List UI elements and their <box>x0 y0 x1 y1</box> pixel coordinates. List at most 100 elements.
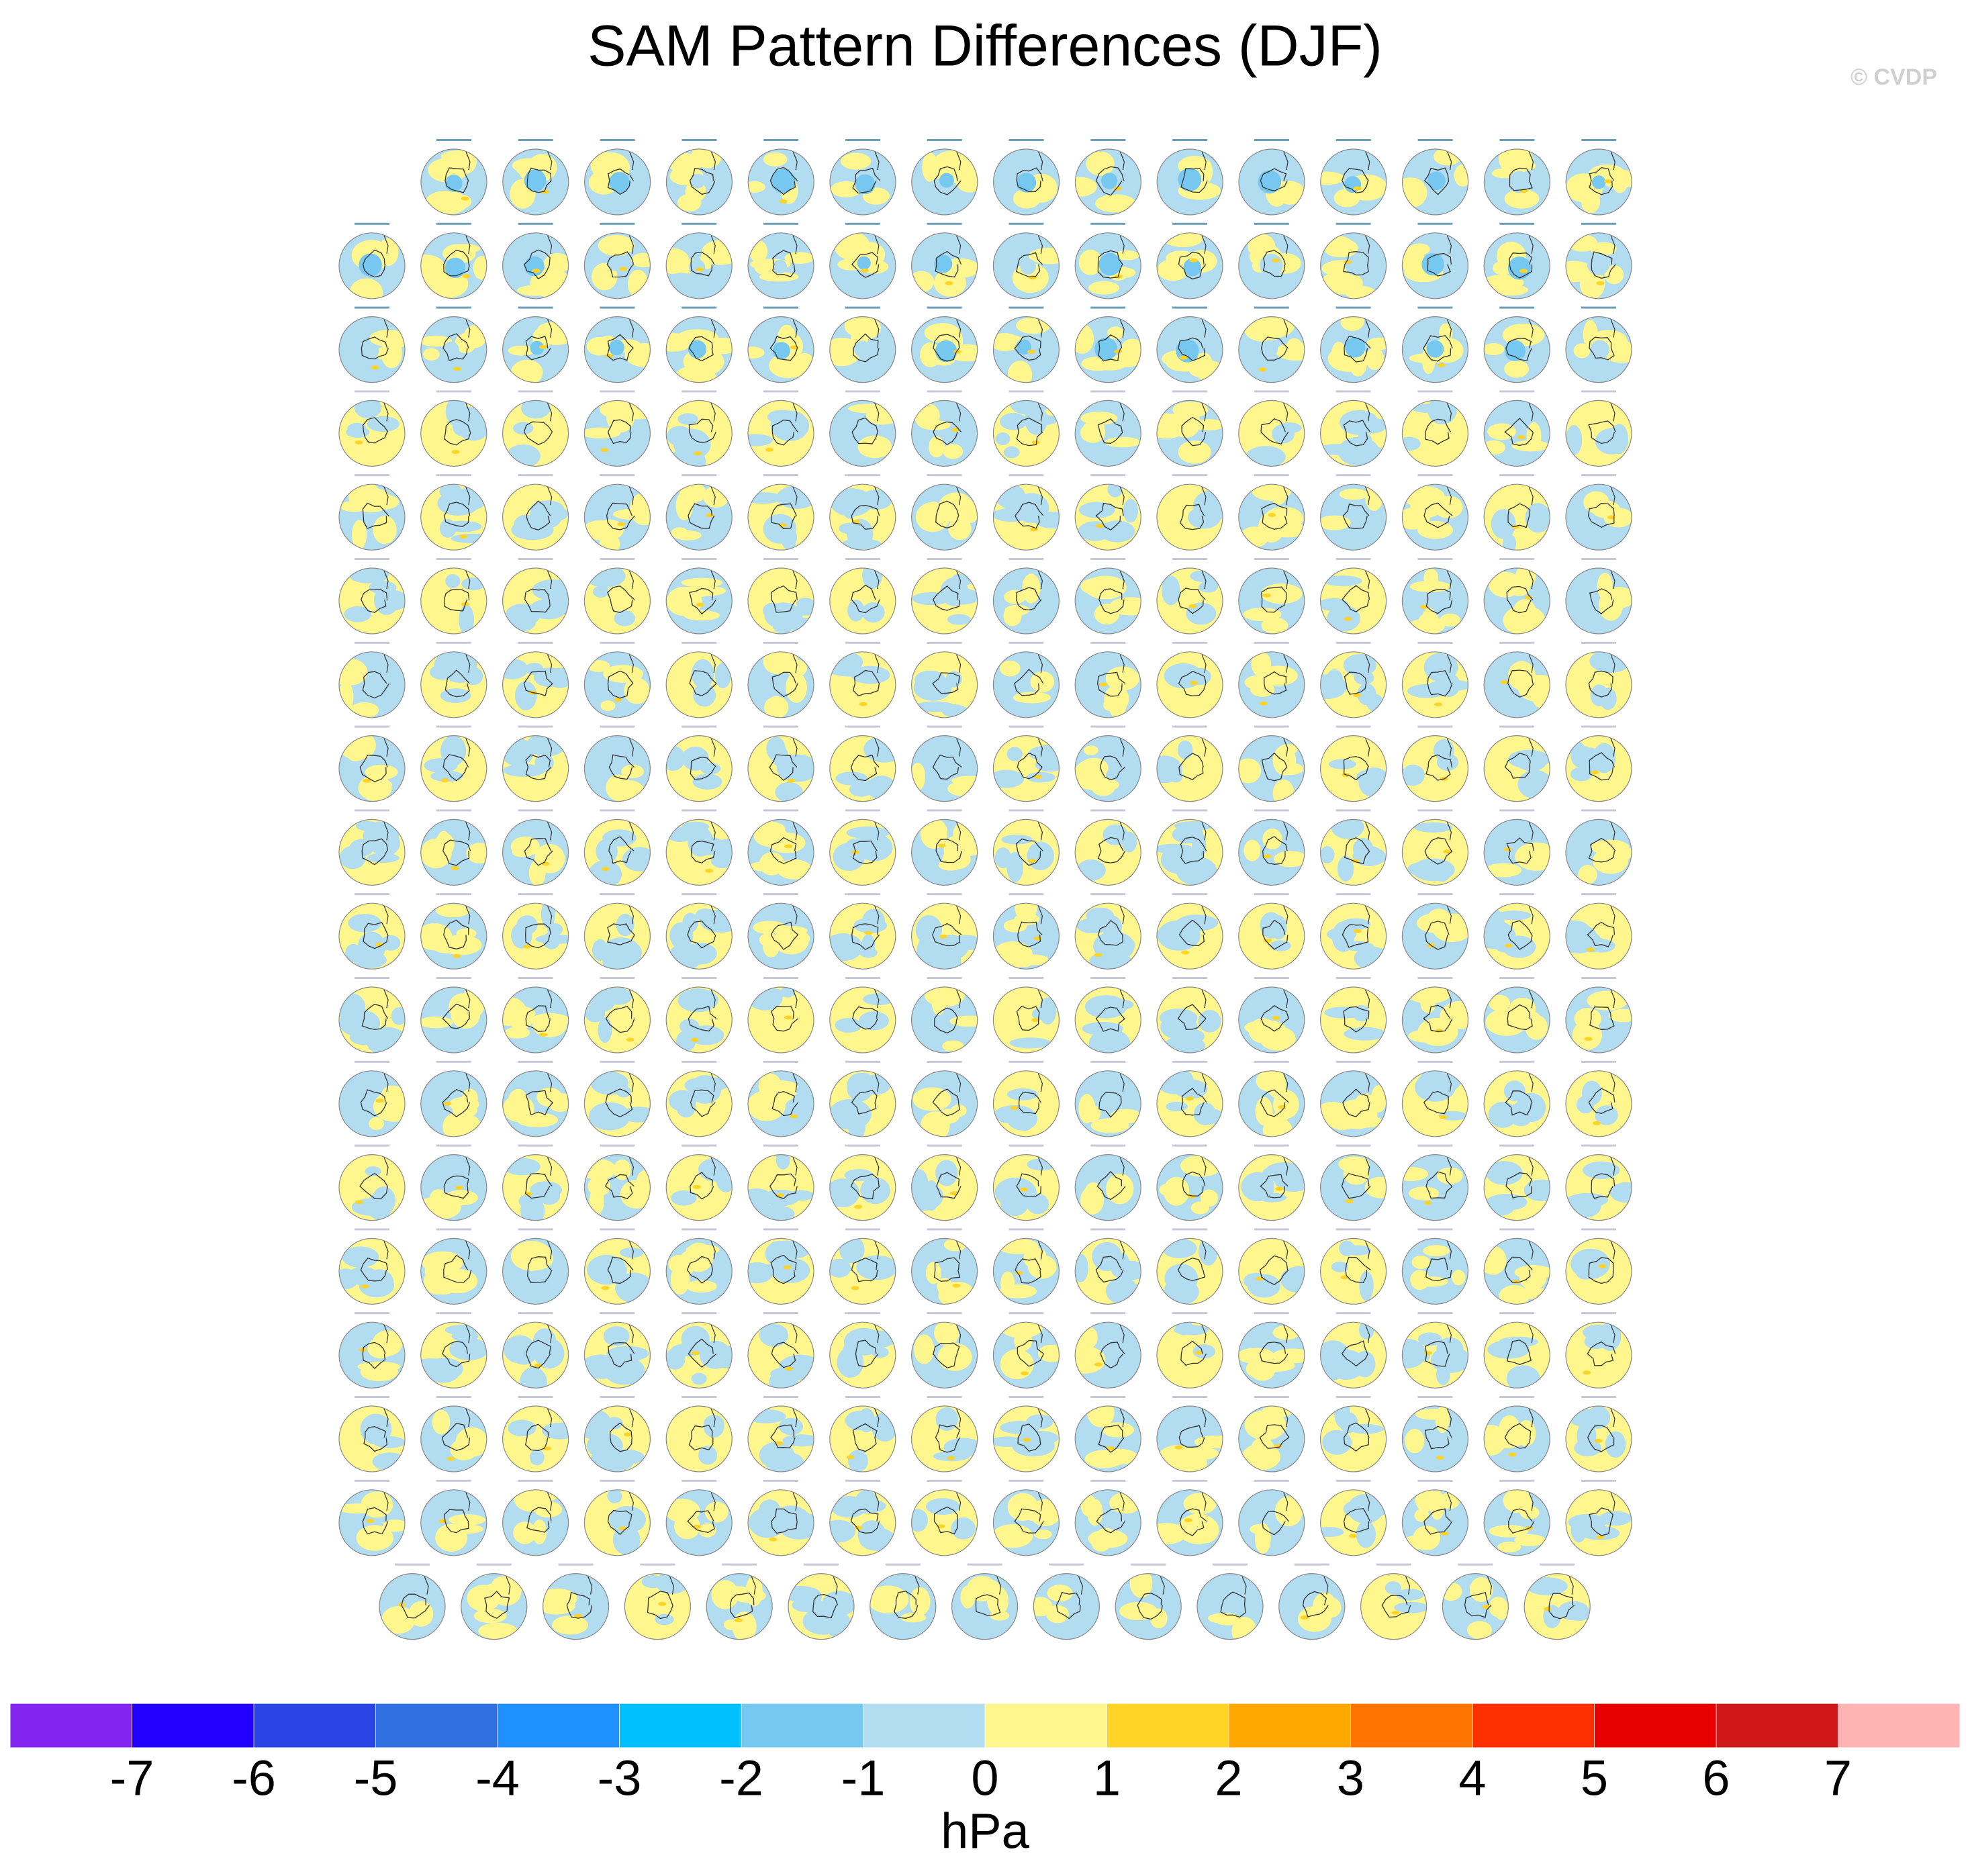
coastline <box>1037 1073 1043 1092</box>
map-blob <box>1078 1331 1094 1363</box>
map-blob <box>1485 1008 1528 1036</box>
coastline <box>687 921 716 949</box>
map-panel <box>665 1312 733 1389</box>
map-field <box>748 1154 814 1221</box>
map-blob <box>1080 577 1117 596</box>
map-field <box>951 1573 1018 1640</box>
map-spot <box>461 196 469 201</box>
map-blob <box>504 1027 530 1039</box>
map-blob <box>1076 859 1106 881</box>
coastline <box>1098 588 1125 614</box>
map-border <box>502 818 569 886</box>
map-panel <box>992 977 1060 1053</box>
map-border <box>910 316 978 383</box>
coastline <box>1137 1593 1163 1620</box>
map-spot <box>694 451 702 456</box>
map-border <box>910 986 978 1053</box>
map-blob <box>1320 515 1351 530</box>
map-field <box>829 1238 896 1305</box>
map-blob <box>1484 275 1524 291</box>
map-panel <box>1565 1479 1632 1556</box>
map-field <box>748 149 814 215</box>
colorbar-bin <box>863 1703 986 1748</box>
map-blob <box>1414 822 1453 833</box>
panel-title <box>1009 1144 1044 1147</box>
coastline <box>547 1073 553 1092</box>
map-field <box>748 1322 814 1389</box>
map-panel <box>583 1396 651 1472</box>
map-panel <box>706 1563 773 1640</box>
map-field <box>1075 735 1141 802</box>
map-border <box>502 232 569 299</box>
map-panel <box>1156 1396 1223 1472</box>
map-border <box>1074 902 1141 970</box>
map-blob <box>855 1072 874 1093</box>
map-panel <box>992 1312 1060 1389</box>
map-blob <box>689 484 706 502</box>
map-panel <box>1156 1060 1223 1137</box>
coastline <box>444 669 470 698</box>
coastline <box>1506 585 1534 614</box>
map-panel <box>583 809 651 886</box>
map-border <box>665 1154 733 1221</box>
map-spot <box>696 602 704 607</box>
map-spot <box>1099 682 1108 687</box>
map-panel <box>1320 139 1387 216</box>
map-border <box>992 567 1060 635</box>
coastline <box>383 738 389 757</box>
panel-title <box>518 1396 553 1398</box>
panel-title <box>1540 1563 1575 1566</box>
coastline <box>628 570 635 590</box>
map-blob <box>866 406 896 425</box>
map-field <box>339 1070 405 1137</box>
map-border <box>1319 1321 1387 1389</box>
panel-title <box>1335 306 1371 309</box>
map-spot <box>790 1114 798 1119</box>
coastline <box>1610 1157 1615 1176</box>
map-border <box>1238 902 1305 970</box>
panel-title <box>436 641 471 644</box>
map-panel <box>665 1228 733 1305</box>
map-field <box>993 149 1060 215</box>
map-blob <box>1434 861 1451 882</box>
map-core <box>1101 173 1118 189</box>
coastline <box>1365 570 1370 590</box>
map-panel <box>1401 725 1468 802</box>
map-field <box>1238 735 1305 802</box>
map-blob <box>1413 1526 1440 1551</box>
map-spot <box>1586 947 1595 952</box>
map-blob <box>1366 337 1387 350</box>
coastline <box>1098 334 1123 362</box>
panel-title <box>1172 809 1207 812</box>
map-blob <box>606 1346 649 1362</box>
map-panel <box>583 139 651 216</box>
map-blob <box>677 193 702 212</box>
map-panel <box>992 306 1060 383</box>
map-spot <box>1440 1531 1449 1536</box>
coastline <box>628 1492 635 1511</box>
map-spot <box>1278 1105 1286 1109</box>
map-blob <box>1260 583 1303 604</box>
map-blob <box>776 1154 790 1170</box>
map-blob <box>684 610 720 621</box>
map-field <box>1075 149 1141 215</box>
map-border <box>1319 818 1387 886</box>
coastline <box>932 923 962 947</box>
map-blob <box>440 688 471 703</box>
panel-title <box>518 1060 553 1063</box>
coastline <box>1446 654 1452 673</box>
map-blob <box>1245 446 1286 467</box>
panel-title <box>845 893 880 896</box>
map-spot <box>1500 680 1509 684</box>
coastline <box>769 167 798 195</box>
map-spot <box>361 1284 369 1288</box>
map-field <box>666 903 733 970</box>
coastline <box>688 418 716 444</box>
panel-title <box>1090 893 1126 896</box>
panel-title <box>1294 1563 1329 1566</box>
map-spot <box>951 428 959 432</box>
coastline <box>1365 738 1370 757</box>
panel-title <box>845 1228 880 1231</box>
map-blob <box>356 820 379 831</box>
map-field <box>1566 1238 1632 1305</box>
